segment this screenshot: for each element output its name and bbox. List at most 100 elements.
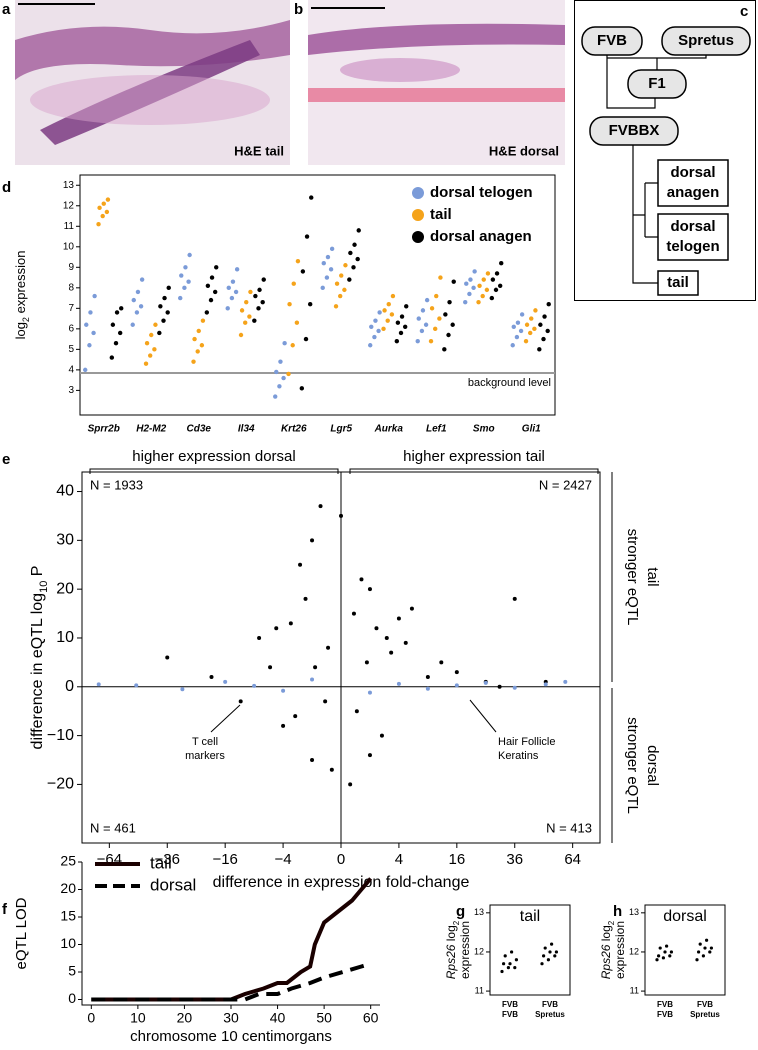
data-point	[138, 304, 144, 309]
axes	[81, 862, 380, 1006]
y-tick-label: −10	[47, 727, 74, 744]
data-point	[480, 293, 485, 299]
x-tick-label: Smo	[473, 424, 495, 435]
data-point	[489, 295, 495, 301]
x-tick-label: Krt26	[281, 424, 307, 435]
x-tick-label: Lef1	[426, 424, 447, 435]
x-tick-label: H2-M2	[136, 424, 166, 435]
data-point	[523, 338, 529, 344]
data-point	[290, 343, 295, 348]
data-point	[300, 269, 306, 274]
data-point	[553, 954, 557, 958]
data-point	[402, 324, 408, 329]
y-tick-label: 11	[630, 985, 639, 995]
data-point	[398, 330, 404, 336]
data-point	[139, 277, 145, 282]
data-point	[182, 285, 187, 291]
y-tick-label: 3	[68, 385, 74, 396]
data-point	[204, 310, 210, 315]
reference-label: background level	[468, 377, 551, 389]
diagram-node	[581, 26, 643, 56]
callout-label: Hair Follicle	[498, 736, 555, 748]
data-point	[114, 310, 120, 315]
y-tick-label: 9	[68, 262, 74, 273]
data-point	[226, 285, 231, 291]
data-point	[352, 242, 357, 247]
y-tick-label: 4	[68, 365, 74, 376]
bracket-label: stronger eQTL	[624, 529, 641, 626]
data-point	[513, 966, 517, 970]
data-point	[110, 322, 116, 327]
data-point	[497, 684, 502, 689]
y-tick-label: 20	[60, 880, 76, 896]
data-point	[543, 946, 547, 950]
data-point	[657, 954, 661, 958]
data-point	[233, 289, 239, 295]
y-tick-label: 10	[56, 629, 74, 646]
y-axis-label: expression	[613, 921, 627, 979]
data-point	[244, 299, 249, 305]
data-point	[554, 950, 559, 954]
data-point	[183, 265, 188, 270]
data-point	[500, 969, 504, 974]
legend-marker	[412, 187, 424, 199]
data-point	[101, 201, 106, 206]
y-axis-label: log2 expression	[13, 251, 31, 340]
data-point	[545, 328, 550, 334]
data-point	[439, 660, 444, 665]
data-point	[83, 367, 88, 373]
data-point	[433, 326, 438, 332]
panel-label: b	[294, 1, 303, 18]
node-label: FVBBX	[609, 122, 660, 139]
count-label: N = 413	[546, 820, 592, 835]
x-tick-label: 20	[177, 1010, 193, 1026]
data-point	[493, 287, 499, 293]
data-point	[438, 275, 443, 280]
data-point	[191, 359, 196, 364]
data-point	[257, 635, 262, 640]
diagram-node	[589, 116, 679, 146]
data-point	[282, 341, 287, 346]
y-axis-label-part: log	[599, 925, 613, 944]
data-point	[484, 287, 490, 293]
data-point	[425, 675, 430, 680]
y-tick-label: 40	[56, 483, 74, 500]
data-point	[451, 279, 456, 284]
data-point	[506, 966, 510, 970]
y-tick-label: 13	[474, 907, 484, 917]
diagram-node	[627, 69, 687, 99]
y-tick-label: 12	[629, 946, 639, 956]
data-point	[399, 314, 405, 319]
data-point	[364, 660, 369, 665]
node-label: F1	[648, 75, 666, 92]
data-point	[472, 269, 477, 274]
data-point	[96, 682, 101, 687]
data-line	[91, 961, 372, 1002]
data-point	[351, 265, 356, 270]
count-label: N = 1933	[90, 477, 143, 492]
data-point	[359, 577, 364, 582]
data-point	[447, 299, 452, 305]
data-point	[318, 504, 323, 509]
data-point	[381, 326, 386, 332]
data-point	[661, 956, 666, 960]
data-point	[512, 596, 517, 601]
data-point	[134, 310, 140, 315]
data-point	[334, 281, 340, 286]
count-label: N = 2427	[539, 477, 592, 492]
data-point	[419, 328, 425, 334]
data-point	[464, 281, 469, 286]
data-point	[274, 369, 279, 375]
legend-label: tail	[430, 206, 452, 223]
data-point	[497, 283, 503, 288]
data-point	[212, 289, 218, 295]
node-label: telogen	[666, 238, 719, 255]
y-tick-label: 10	[63, 241, 75, 252]
data-point	[323, 699, 328, 704]
data-point	[234, 267, 240, 272]
plot-frame	[644, 904, 726, 996]
data-point	[161, 318, 166, 323]
data-point	[425, 686, 430, 691]
panel-title: dorsal	[663, 908, 707, 925]
